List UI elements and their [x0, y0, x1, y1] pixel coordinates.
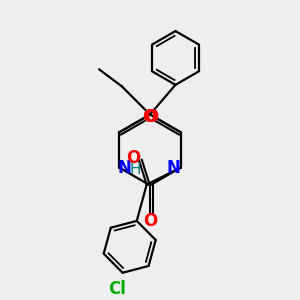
- Text: Cl: Cl: [108, 280, 126, 298]
- Text: O: O: [142, 108, 156, 126]
- Text: O: O: [144, 108, 158, 126]
- Text: N: N: [167, 159, 181, 177]
- Text: N: N: [118, 159, 131, 177]
- Text: H: H: [129, 162, 141, 177]
- Text: O: O: [143, 212, 157, 230]
- Text: O: O: [126, 149, 140, 167]
